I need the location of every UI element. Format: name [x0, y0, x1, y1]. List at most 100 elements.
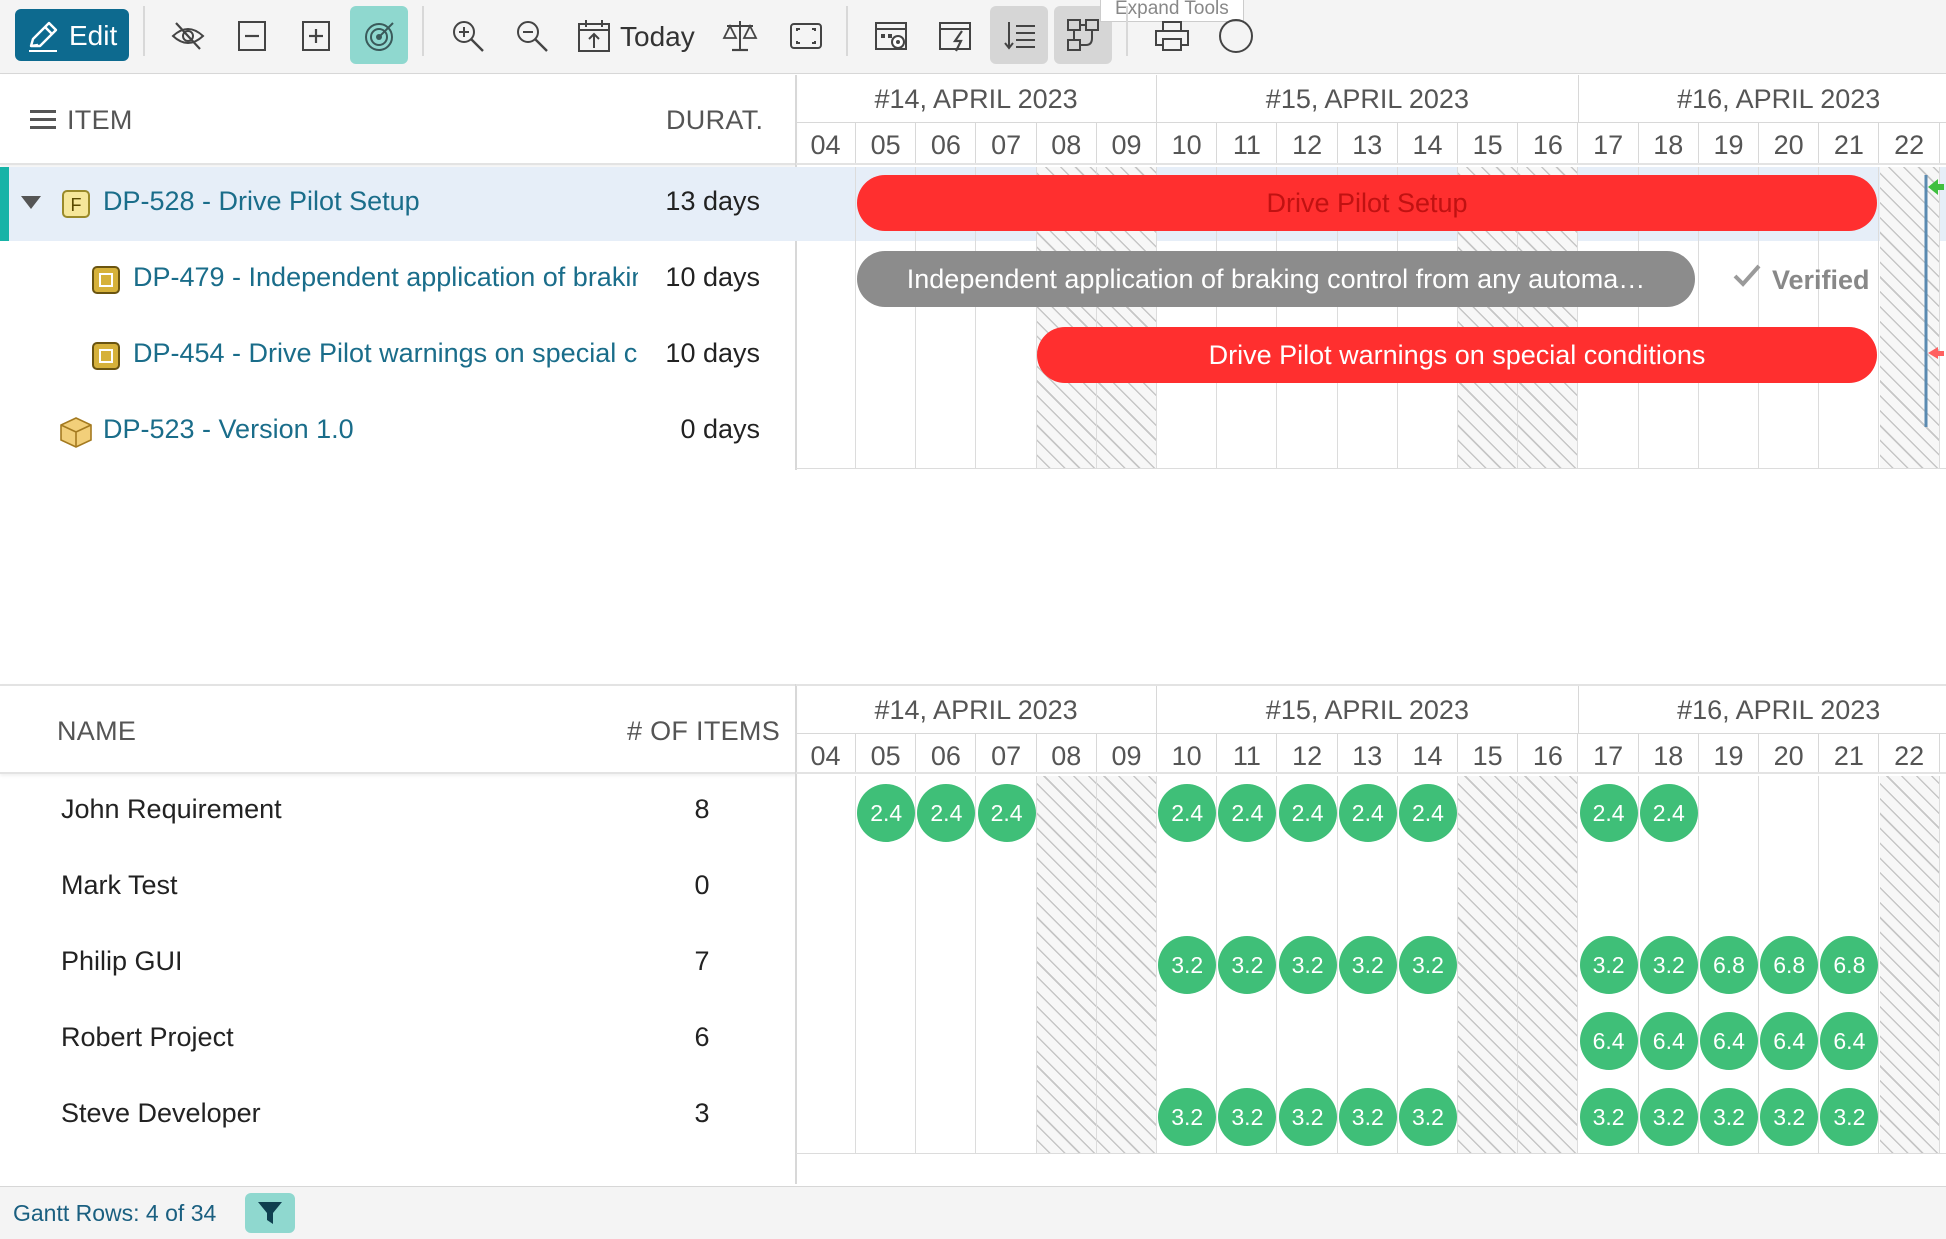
edit-button[interactable]: Edit — [15, 9, 129, 61]
gantt-row-label[interactable]: DP-479 - Independent application of brak… — [133, 262, 638, 292]
workload-bubble[interactable]: 6.4 — [1700, 1012, 1758, 1070]
resource-name[interactable]: John Requirement — [61, 794, 282, 824]
target-button[interactable] — [350, 6, 408, 64]
gantt-row-label[interactable]: DP-528 - Drive Pilot Setup — [103, 186, 420, 216]
workload-bubble[interactable]: 6.8 — [1760, 936, 1819, 994]
requirement-icon — [92, 266, 120, 294]
balance-button[interactable] — [710, 6, 768, 64]
today-button[interactable]: Today — [570, 6, 700, 64]
gantt-day-column — [1759, 167, 1820, 468]
gantt-bar[interactable]: Independent application of braking contr… — [857, 251, 1695, 307]
toolbar-divider — [846, 6, 848, 56]
gantt-rows-count: Gantt Rows: 4 of 34 — [13, 1200, 217, 1226]
workload-bubble[interactable]: 6.8 — [1820, 936, 1879, 994]
workload-bubble[interactable]: 3.2 — [1158, 1088, 1217, 1146]
pane-splitter[interactable] — [795, 684, 797, 1184]
workload-bubble[interactable]: 3.2 — [1278, 936, 1337, 994]
zoom-in-button[interactable] — [438, 6, 496, 64]
workload-bubble[interactable]: 3.2 — [1338, 1088, 1397, 1146]
menu-icon[interactable] — [30, 109, 56, 131]
workload-bubble[interactable]: 6.4 — [1639, 1012, 1698, 1070]
resource-name[interactable]: Mark Test — [61, 870, 178, 900]
resource-day-column — [1699, 776, 1759, 1153]
gantt-row-label[interactable]: DP-454 - Drive Pilot warnings on special… — [133, 338, 638, 368]
workload-bubble[interactable]: 6.4 — [1820, 1012, 1879, 1070]
workload-bubble[interactable]: 6.4 — [1579, 1012, 1638, 1070]
resource-day-column — [856, 776, 917, 1153]
gantt-bar[interactable]: Drive Pilot warnings on special conditio… — [1037, 327, 1877, 383]
name-column-header[interactable]: NAME — [57, 716, 137, 746]
resource-week-label: #14, APRIL 2023 — [796, 686, 1158, 734]
workload-bubble[interactable]: 6.8 — [1700, 936, 1758, 994]
workload-bubble[interactable]: 3.2 — [1579, 936, 1638, 994]
workload-bubble[interactable]: 3.2 — [1820, 1088, 1879, 1146]
zoom-out-button[interactable] — [502, 6, 560, 64]
item-column-header[interactable]: ITEM — [67, 105, 133, 135]
workload-bubble[interactable]: 2.4 — [1639, 784, 1698, 842]
gantt-row-duration: 0 days — [680, 414, 760, 444]
workload-bubble[interactable]: 3.2 — [1700, 1088, 1758, 1146]
workload-bubble[interactable]: 2.4 — [917, 784, 976, 842]
workload-bubble[interactable]: 3.2 — [1399, 1088, 1457, 1146]
hide-button[interactable] — [158, 6, 216, 64]
workload-bubble[interactable]: 2.4 — [1278, 784, 1337, 842]
workload-bubble[interactable]: 2.4 — [857, 784, 916, 842]
resource-week-label: #16, APRIL 2023 — [1578, 686, 1946, 734]
workload-bubble[interactable]: 3.2 — [1218, 1088, 1277, 1146]
workload-bubble[interactable]: 3.2 — [1639, 936, 1698, 994]
gantt-day-label: 13 — [1338, 123, 1398, 163]
workload-bubble[interactable]: 6.4 — [1760, 1012, 1819, 1070]
sort-button[interactable] — [990, 6, 1048, 64]
calendar-settings-button[interactable] — [862, 6, 920, 64]
collapse-all-button[interactable] — [222, 6, 280, 64]
gantt-bar[interactable]: Drive Pilot Setup — [857, 175, 1877, 231]
resource-name[interactable]: Steve Developer — [61, 1098, 261, 1128]
calendar-gear-icon — [875, 22, 907, 50]
items-count-column-header[interactable]: # OF ITEMS — [627, 716, 781, 746]
calendar-flash-button[interactable] — [926, 6, 984, 64]
print-button[interactable] — [1142, 6, 1200, 64]
gantt-day-label: 04 — [796, 123, 856, 163]
workload-bubble[interactable]: 2.4 — [977, 784, 1036, 842]
gantt-day-column — [977, 167, 1037, 468]
selected-row-marker — [0, 167, 9, 241]
workload-bubble[interactable]: 3.2 — [1399, 936, 1457, 994]
expand-all-button[interactable] — [286, 6, 344, 64]
filter-button[interactable] — [245, 1193, 295, 1233]
resource-day-column — [1157, 776, 1218, 1153]
workload-bubble[interactable]: 3.2 — [1338, 936, 1397, 994]
collapse-chevron-icon[interactable] — [20, 195, 42, 211]
resource-name[interactable]: Robert Project — [61, 1022, 234, 1052]
workload-bubble[interactable]: 2.4 — [1579, 784, 1638, 842]
workload-bubble[interactable]: 2.4 — [1399, 784, 1457, 842]
workload-bubble[interactable]: 3.2 — [1639, 1088, 1698, 1146]
circle-button[interactable] — [1206, 6, 1264, 64]
workload-bubble[interactable]: 3.2 — [1760, 1088, 1819, 1146]
gantt-day-label: 18 — [1639, 123, 1699, 163]
expand-icon — [302, 21, 330, 51]
gantt-day-column — [1278, 167, 1338, 468]
duration-column-header[interactable]: DURAT. — [666, 105, 764, 135]
workload-bubble[interactable]: 2.4 — [1218, 784, 1277, 842]
pane-splitter[interactable] — [795, 75, 797, 470]
gantt-day-column — [856, 167, 917, 468]
toolbar: Edit — [0, 0, 1946, 74]
filter-icon — [258, 1202, 282, 1224]
resource-day-label: 16 — [1518, 734, 1579, 772]
workload-bubble[interactable]: 3.2 — [1278, 1088, 1337, 1146]
resource-day-column — [1338, 776, 1398, 1153]
calendar-bolt-icon — [939, 22, 971, 52]
fullscreen-button[interactable] — [776, 6, 834, 64]
workload-bubble[interactable]: 2.4 — [1158, 784, 1217, 842]
gantt-day-column — [1699, 167, 1759, 468]
resource-name[interactable]: Philip GUI — [61, 946, 183, 976]
workload-bubble[interactable]: 3.2 — [1579, 1088, 1638, 1146]
workload-bubble[interactable]: 3.2 — [1218, 936, 1277, 994]
resource-timeline-body: 2.4 2.4 2.4 2.4 2.4 2.4 2.4 2.4 2.4 2.4 3.2 3.2 3.2 3… — [796, 776, 1946, 1154]
workload-bubble[interactable]: 2.4 — [1338, 784, 1397, 842]
calendar-today-icon — [578, 20, 610, 52]
workload-bubble[interactable]: 3.2 — [1158, 936, 1217, 994]
gantt-row-label[interactable]: DP-523 - Version 1.0 — [103, 414, 354, 444]
requirement-icon — [92, 342, 120, 370]
gantt-day-label: 08 — [1037, 123, 1097, 163]
